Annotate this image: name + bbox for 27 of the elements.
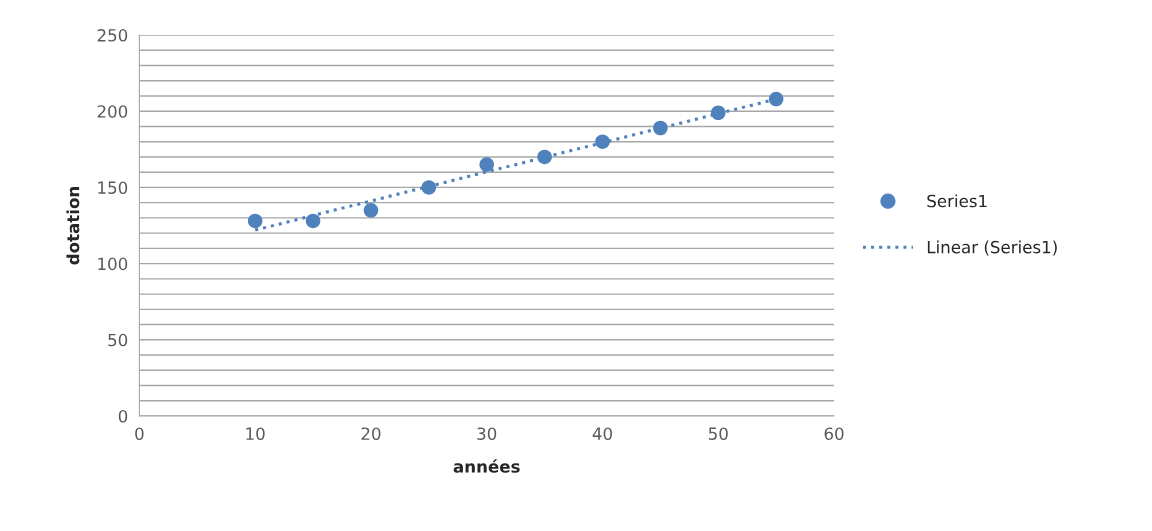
x-tick-label: 20: [361, 427, 381, 440]
x-tick-label: 0: [135, 427, 144, 440]
x-tick-label: 50: [708, 427, 728, 440]
x-tick-label: 40: [592, 427, 612, 440]
point: [247, 213, 263, 229]
x-tick-label: 30: [477, 427, 497, 440]
point: [421, 180, 437, 195]
y-tick-label: 0: [118, 409, 128, 423]
legend-label: Series1: [927, 194, 987, 208]
legend-label: Linear (Series1): [927, 240, 1057, 256]
y-tick-label: 200: [97, 105, 128, 118]
y-tick-label: 250: [97, 29, 128, 42]
x-axis-title: années: [453, 459, 520, 473]
point: [363, 202, 379, 218]
point: [537, 149, 552, 165]
point: [653, 120, 668, 136]
y-axis-title: dotation: [66, 187, 80, 265]
y-tick-label: 50: [108, 333, 128, 347]
x-tick-label: 10: [246, 427, 265, 440]
point: [305, 213, 321, 229]
point: [710, 105, 726, 121]
y-tick-label: 150: [98, 181, 128, 194]
point: [479, 157, 494, 172]
y-tick-label: 100: [98, 257, 128, 271]
point: [595, 134, 610, 149]
x-tick-label: 60: [824, 427, 844, 440]
point: [768, 91, 784, 107]
